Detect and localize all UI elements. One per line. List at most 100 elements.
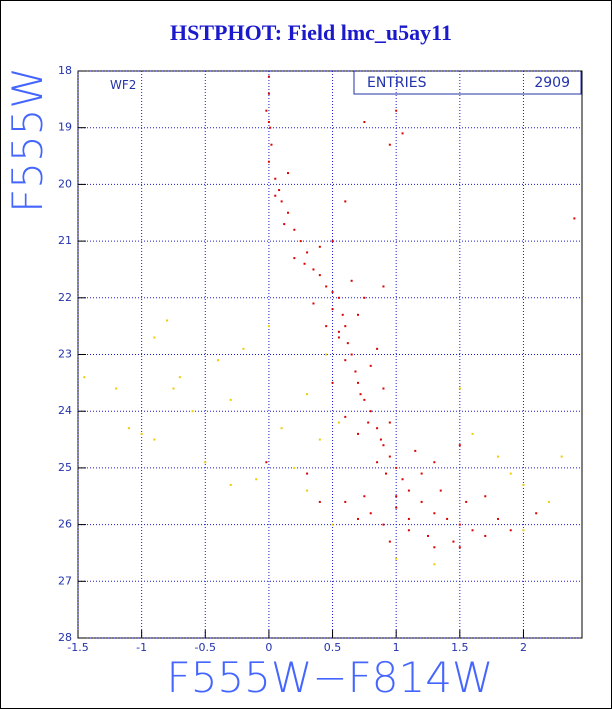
x-tick-label: -1.5 <box>67 641 88 654</box>
point <box>287 211 289 214</box>
point <box>433 512 436 515</box>
point <box>325 325 328 328</box>
point <box>346 342 349 345</box>
x-tick-label: 1 <box>393 641 400 654</box>
point <box>306 472 309 475</box>
point <box>318 274 321 277</box>
point <box>388 143 391 146</box>
point <box>318 438 321 441</box>
point <box>166 319 169 322</box>
point <box>376 427 379 430</box>
point <box>363 495 366 498</box>
y-tick-label: 24 <box>58 404 72 417</box>
point <box>267 160 270 163</box>
point <box>204 461 207 464</box>
point <box>407 517 410 520</box>
point <box>283 223 286 226</box>
point <box>376 461 379 464</box>
point <box>369 512 372 515</box>
point <box>350 353 353 356</box>
point <box>465 500 468 503</box>
point <box>331 291 334 294</box>
point <box>385 472 387 475</box>
point <box>433 563 436 566</box>
point <box>269 126 272 129</box>
x-tick-label: 1.5 <box>451 641 469 654</box>
y-tick-label: 19 <box>58 121 72 134</box>
y-tick-label: 28 <box>58 631 72 644</box>
point <box>376 347 379 350</box>
point <box>299 240 302 243</box>
x-axis-label: F555W−F814W <box>167 653 494 702</box>
point <box>344 415 347 418</box>
point <box>509 472 512 475</box>
point <box>497 455 499 458</box>
point <box>547 500 550 503</box>
point <box>318 500 321 503</box>
point <box>229 398 232 401</box>
point <box>318 245 321 248</box>
point <box>471 529 474 532</box>
point <box>274 177 277 180</box>
point <box>401 478 404 481</box>
point <box>265 461 268 464</box>
point <box>458 546 461 549</box>
point <box>354 370 357 373</box>
point <box>331 523 334 526</box>
point <box>369 364 372 367</box>
point <box>293 466 296 469</box>
point <box>293 257 296 260</box>
point <box>509 529 512 532</box>
point <box>395 109 398 112</box>
point <box>395 466 398 469</box>
point <box>471 432 474 435</box>
chart-title: HSTPHOT: Field lmc_u5ay11 <box>170 20 452 45</box>
point <box>270 143 273 146</box>
point <box>280 427 283 430</box>
point <box>325 353 328 356</box>
y-tick-label: 23 <box>58 348 72 361</box>
point <box>140 432 143 435</box>
point <box>363 121 366 124</box>
point <box>306 393 309 396</box>
stats-value: 2909 <box>534 75 570 91</box>
point <box>407 489 410 492</box>
point <box>452 540 455 543</box>
point <box>306 489 309 492</box>
point <box>265 109 268 112</box>
point <box>388 540 391 543</box>
point <box>191 410 194 413</box>
y-tick-label: 20 <box>58 177 72 190</box>
point <box>344 325 347 328</box>
point <box>312 302 315 305</box>
point <box>401 132 404 135</box>
point <box>359 393 362 396</box>
point <box>427 534 429 537</box>
point <box>382 523 385 526</box>
point <box>497 517 499 520</box>
point <box>420 472 423 475</box>
point <box>217 359 219 362</box>
point <box>153 438 156 441</box>
x-tick-label: 0 <box>265 641 272 654</box>
point <box>458 523 461 526</box>
point <box>446 517 449 520</box>
point <box>293 228 296 231</box>
point <box>337 330 340 333</box>
point <box>172 387 175 390</box>
point <box>267 92 270 95</box>
point <box>458 444 461 447</box>
point <box>388 421 391 424</box>
point <box>414 449 417 452</box>
point <box>357 313 359 316</box>
point <box>357 381 359 384</box>
point <box>439 489 442 492</box>
point <box>357 432 359 435</box>
point <box>369 410 372 413</box>
point <box>242 347 245 350</box>
point <box>344 359 347 362</box>
point <box>344 500 347 503</box>
point <box>267 121 270 124</box>
point <box>395 506 398 509</box>
